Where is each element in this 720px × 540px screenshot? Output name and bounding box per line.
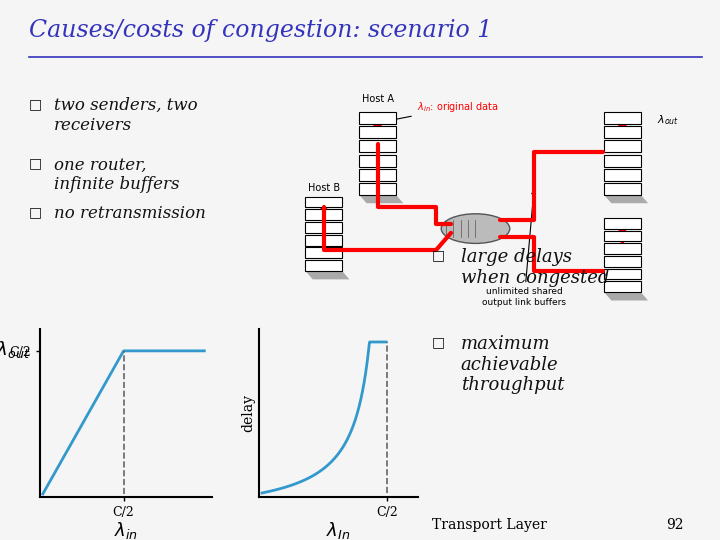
Bar bbox=[604, 268, 641, 279]
Text: Transport Layer: Transport Layer bbox=[432, 518, 547, 532]
Bar bbox=[359, 112, 396, 124]
Text: no retransmission: no retransmission bbox=[54, 205, 206, 222]
Bar bbox=[604, 243, 641, 254]
Text: one router,
infinite buffers: one router, infinite buffers bbox=[54, 157, 179, 193]
Bar bbox=[359, 168, 396, 181]
Text: Host B: Host B bbox=[307, 183, 340, 193]
Text: □: □ bbox=[432, 248, 445, 262]
Ellipse shape bbox=[441, 214, 510, 244]
Bar bbox=[359, 140, 396, 152]
Polygon shape bbox=[305, 271, 349, 279]
Text: Causes/costs of congestion: scenario 1: Causes/costs of congestion: scenario 1 bbox=[29, 19, 492, 42]
X-axis label: $\lambda_{in}$: $\lambda_{in}$ bbox=[114, 520, 138, 540]
Polygon shape bbox=[604, 195, 648, 203]
X-axis label: $\lambda_{In}$: $\lambda_{In}$ bbox=[326, 520, 351, 540]
Bar bbox=[604, 140, 641, 152]
Bar bbox=[604, 218, 641, 228]
Bar bbox=[305, 222, 342, 233]
Text: unlimited shared
output link buffers: unlimited shared output link buffers bbox=[482, 190, 567, 307]
Y-axis label: $\lambda_{out}$: $\lambda_{out}$ bbox=[0, 339, 31, 360]
Bar bbox=[604, 112, 641, 124]
Y-axis label: delay: delay bbox=[241, 394, 255, 432]
Text: □: □ bbox=[29, 205, 42, 219]
Bar bbox=[604, 168, 641, 181]
Text: maximum
achievable
throughput: maximum achievable throughput bbox=[461, 335, 564, 394]
Bar bbox=[305, 260, 342, 271]
Bar bbox=[305, 247, 342, 258]
Text: Host A: Host A bbox=[361, 94, 394, 104]
Text: 92: 92 bbox=[667, 518, 684, 532]
Bar bbox=[359, 183, 396, 195]
Text: $\lambda_{in}$: original data: $\lambda_{in}$: original data bbox=[382, 100, 498, 123]
Bar bbox=[359, 126, 396, 138]
Bar bbox=[359, 154, 396, 166]
Polygon shape bbox=[359, 195, 403, 203]
Text: □: □ bbox=[29, 157, 42, 171]
Text: two senders, two
receivers: two senders, two receivers bbox=[54, 97, 197, 134]
Text: □: □ bbox=[432, 335, 445, 349]
Bar bbox=[604, 281, 641, 292]
Bar bbox=[604, 126, 641, 138]
Bar bbox=[305, 210, 342, 220]
Bar bbox=[604, 256, 641, 267]
Text: large delays
when congested: large delays when congested bbox=[461, 248, 609, 287]
Polygon shape bbox=[604, 292, 648, 300]
Bar bbox=[305, 197, 342, 207]
Text: □: □ bbox=[29, 97, 42, 111]
Bar bbox=[604, 231, 641, 241]
Bar bbox=[305, 235, 342, 246]
Bar bbox=[604, 154, 641, 166]
Bar bbox=[604, 183, 641, 195]
Text: $\lambda_{out}$: $\lambda_{out}$ bbox=[657, 113, 679, 127]
